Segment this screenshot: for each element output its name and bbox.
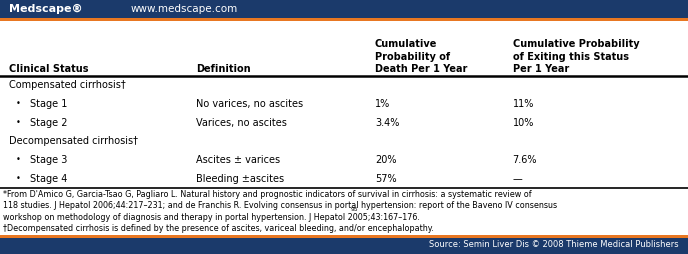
Bar (0, 235, 688, 254)
Text: Cumulative
Probability of
Death Per 1 Year: Cumulative Probability of Death Per 1 Ye… (375, 39, 467, 74)
Text: Bleeding ±ascites: Bleeding ±ascites (196, 174, 284, 184)
Text: 11%: 11% (513, 99, 534, 109)
Text: Definition: Definition (196, 65, 250, 74)
Text: Ascites ± varices: Ascites ± varices (196, 155, 280, 165)
Bar (0, 18, 688, 21)
Text: Stage 1: Stage 1 (30, 99, 67, 109)
Text: •: • (16, 155, 21, 165)
Text: 3.4%: 3.4% (375, 118, 399, 128)
Text: Source: Semin Liver Dis © 2008 Thieme Medical Publishers: Source: Semin Liver Dis © 2008 Thieme Me… (429, 240, 679, 249)
Text: 1%: 1% (375, 99, 390, 109)
Text: 57%: 57% (375, 174, 396, 184)
Bar (0, 0, 688, 18)
Text: •: • (16, 100, 21, 108)
Text: No varices, no ascites: No varices, no ascites (196, 99, 303, 109)
Text: •: • (16, 118, 21, 127)
Text: •: • (16, 174, 21, 183)
Text: Clinical Status: Clinical Status (9, 65, 89, 74)
Text: 20%: 20% (375, 155, 396, 165)
Text: Stage 4: Stage 4 (30, 174, 67, 184)
Text: Stage 2: Stage 2 (30, 118, 67, 128)
Text: 118 studies. J Hepatol 2006;44:217–231; and de Franchis R. Evolving consensus in: 118 studies. J Hepatol 2006;44:217–231; … (3, 201, 557, 210)
Text: Cumulative Probability
of Exiting this Status
Per 1 Year: Cumulative Probability of Exiting this S… (513, 39, 639, 74)
Text: Varices, no ascites: Varices, no ascites (196, 118, 287, 128)
Text: www.medscape.com: www.medscape.com (131, 4, 238, 14)
Bar (0, 235, 688, 238)
Text: Stage 3: Stage 3 (30, 155, 67, 165)
Text: 7.6%: 7.6% (513, 155, 537, 165)
Text: —: — (513, 174, 522, 184)
Text: Decompensated cirrhosis†: Decompensated cirrhosis† (9, 136, 138, 146)
Text: Compensated cirrhosis†: Compensated cirrhosis† (9, 80, 126, 90)
Text: †Decompensated cirrhosis is defined by the presence of ascites, variceal bleedin: †Decompensated cirrhosis is defined by t… (3, 224, 434, 233)
Text: *From D'Amico G, Garcia-Tsao G, Pagliaro L. Natural history and prognostic indic: *From D'Amico G, Garcia-Tsao G, Pagliaro… (3, 190, 532, 199)
Text: 10%: 10% (513, 118, 534, 128)
Text: workshop on methodology of diagnosis and therapy in portal hypertension. J Hepat: workshop on methodology of diagnosis and… (3, 213, 420, 222)
Text: 95: 95 (350, 207, 358, 212)
Text: Medscape®: Medscape® (9, 4, 83, 14)
